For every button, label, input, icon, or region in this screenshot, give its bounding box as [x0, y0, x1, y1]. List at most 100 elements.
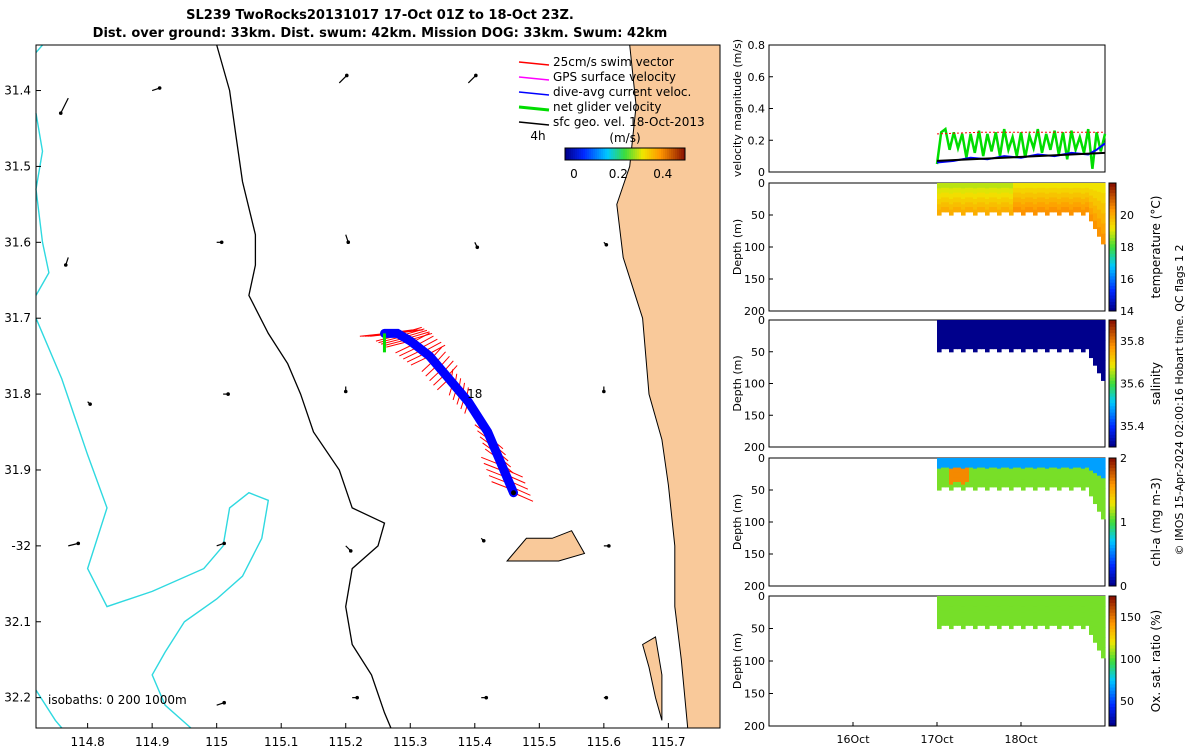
heatmap-3-cell-19-2: [1013, 605, 1018, 612]
heatmap-3-cell-30-4: [1057, 617, 1062, 624]
heatmap-0-cell-13-3: [989, 197, 994, 203]
heatmap-1-colorbar-cell-26: [1109, 360, 1116, 365]
heatmap-0-cell-27-4: [1045, 204, 1050, 211]
heatmap-3-cell-18-4: [1009, 617, 1014, 624]
heatmap-1-cell-4-3: [953, 334, 958, 340]
heatmap-1-cell-28-1: [1049, 324, 1054, 331]
heatmap-0-colorbar-cell-13: [1109, 265, 1116, 270]
heatmap-2-cell-23-5: [1029, 482, 1034, 488]
heatmap-2-cell-28-2: [1049, 467, 1054, 473]
heatmap-2-cell-41-4: [1101, 498, 1106, 510]
heatmap-0-colorbar-cell-2: [1109, 300, 1116, 306]
geo-vector-head-15: [348, 549, 353, 553]
heatmap-2-cell-19-3: [1013, 472, 1018, 478]
heatmap-3-cell-19-5: [1013, 620, 1018, 626]
heatmap-2-colorbar-cell-4: [1109, 569, 1116, 574]
heatmap-2-cell-4-4: [953, 477, 958, 483]
geo-vector-head-12: [602, 389, 606, 394]
heatmap-1-cell-9-0: [973, 320, 978, 326]
heatmap-0-cell-0-3: [937, 199, 942, 205]
heatmap-2-cell-3-5: [949, 484, 954, 491]
heatmap-2-cell-7-0: [965, 458, 970, 464]
heatmap-1-cell-1-3: [941, 334, 946, 340]
heatmap-3-cell-21-2: [1021, 606, 1026, 613]
heatmap-1-cell-21-4: [1021, 341, 1026, 348]
heatmap-2-cell-10-1: [977, 462, 982, 469]
heatmap-1-cell-36-1: [1081, 325, 1086, 332]
heatmap-1-cell-4-1: [953, 324, 958, 331]
heatmap-3-cell-24-1: [1033, 601, 1038, 608]
heatmap-3-cell-23-1: [1029, 600, 1034, 607]
colorbar-tick-2: 0.4: [653, 167, 672, 181]
heatmap-1-ytick-2: 100: [744, 378, 765, 391]
heatmap-2-cell-10-3: [977, 472, 982, 478]
heatmap-3-cell-8-4: [969, 615, 974, 621]
heatmap-2-colorbar-cell-22: [1109, 511, 1116, 517]
heatmap-2-cell-25-3: [1037, 472, 1042, 478]
heatmap-0-cell-24-1: [1033, 188, 1038, 195]
heatmap-3-cell-33-4: [1069, 617, 1074, 624]
heatmap-2-cell-15-2: [997, 468, 1002, 475]
heatmap-3-colorbar-cell-0: [1109, 722, 1116, 727]
heatmap-0-cell-10-0: [977, 183, 982, 189]
heatmap-2-cell-26-3: [1041, 472, 1046, 478]
heatmap-1-cell-11-0: [981, 320, 986, 326]
heatmap-2-cell-26-2: [1041, 467, 1046, 473]
heatmap-3-cell-12-4: [985, 617, 990, 624]
heatmap-3-cell-17-0: [1005, 596, 1010, 602]
heatmap-2-cell-21-1: [1021, 463, 1026, 470]
colorbar-title: (m/s): [609, 131, 640, 145]
heatmap-1-cell-28-3: [1049, 334, 1054, 340]
map-xtick-7: 115.5: [522, 735, 556, 749]
map-ytick-1: 31.5: [4, 159, 31, 173]
heatmap-1-cell-19-0: [1013, 320, 1018, 326]
heatmap-1-cell-3-5: [949, 346, 954, 353]
heatmap-3-cell-35-0: [1077, 596, 1082, 602]
heatmap-0-cell-12-2: [985, 193, 990, 200]
heatmap-1-cell-8-3: [969, 334, 974, 340]
colorbar-cell-8: [581, 148, 584, 160]
heatmap-3-colorbar-cell-31: [1109, 621, 1116, 626]
heatmap-2-cell-8-1: [969, 462, 974, 469]
heatmap-1-cell-13-1: [989, 324, 994, 331]
heatmap-1-colorbar-cell-5: [1109, 427, 1116, 432]
heatmap-3-colorbar-cell-32: [1109, 618, 1116, 623]
heatmap-3-cell-36-1: [1081, 601, 1086, 608]
heatmap-2-cell-31-5: [1061, 482, 1066, 488]
heatmap-0-cell-3-3: [949, 199, 954, 205]
heatmap-1-cell-29-1: [1053, 324, 1058, 331]
heatmap-0-cell-34-4: [1073, 202, 1078, 208]
heatmap-1-cell-13-0: [989, 320, 994, 326]
heatmap-3-cell-29-3: [1053, 610, 1058, 617]
heatmap-0-cell-2-1: [945, 187, 950, 194]
heatmap-1-cell-34-2: [1073, 329, 1078, 335]
heatmap-2-cell-3-2: [949, 468, 954, 475]
heatmap-2-cell-41-5: [1101, 508, 1106, 520]
heatmap-3-cell-37-0: [1085, 596, 1090, 602]
heatmap-3-cell-16-1: [1001, 600, 1006, 607]
heatmap-2-cell-27-3: [1045, 474, 1050, 480]
heatmap-3-cell-16-4: [1001, 615, 1006, 621]
heatmap-3-cell-31-1: [1061, 600, 1066, 607]
colorbar-cell-7: [579, 148, 582, 160]
heatmap-1-cell-39-5: [1093, 357, 1098, 366]
heatmap-3-cell-24-2: [1033, 606, 1038, 613]
heatmap-3-ytick-2: 100: [744, 655, 765, 668]
heatmap-0-cell-11-1: [981, 187, 986, 194]
heatmap-2-cell-27-2: [1045, 468, 1050, 475]
map-ytick-7: 32.1: [4, 615, 31, 629]
map-ytick-8: 32.2: [4, 691, 31, 705]
heatmap-1-cell-5-4: [957, 339, 962, 345]
heatmap-3-cell-6-5: [961, 623, 966, 630]
heatmap-0-cell-8-0: [969, 183, 974, 189]
heatmap-3-colorbar-cell-36: [1109, 605, 1116, 610]
heatmap-1-cell-35-3: [1077, 334, 1082, 340]
heatmap-0-cell-9-4: [973, 204, 978, 211]
heatmap-3-cell-27-1: [1045, 601, 1050, 608]
heatmap-2-cell-18-5: [1009, 484, 1014, 491]
heatmap-3-cell-12-5: [985, 623, 990, 630]
heatmap-0-cell-24-2: [1033, 193, 1038, 200]
heatmap-1-colorbar-cell-21: [1109, 376, 1116, 381]
colorbar-cell-21: [607, 148, 610, 160]
heatmap-0-cell-8-2: [969, 192, 974, 198]
